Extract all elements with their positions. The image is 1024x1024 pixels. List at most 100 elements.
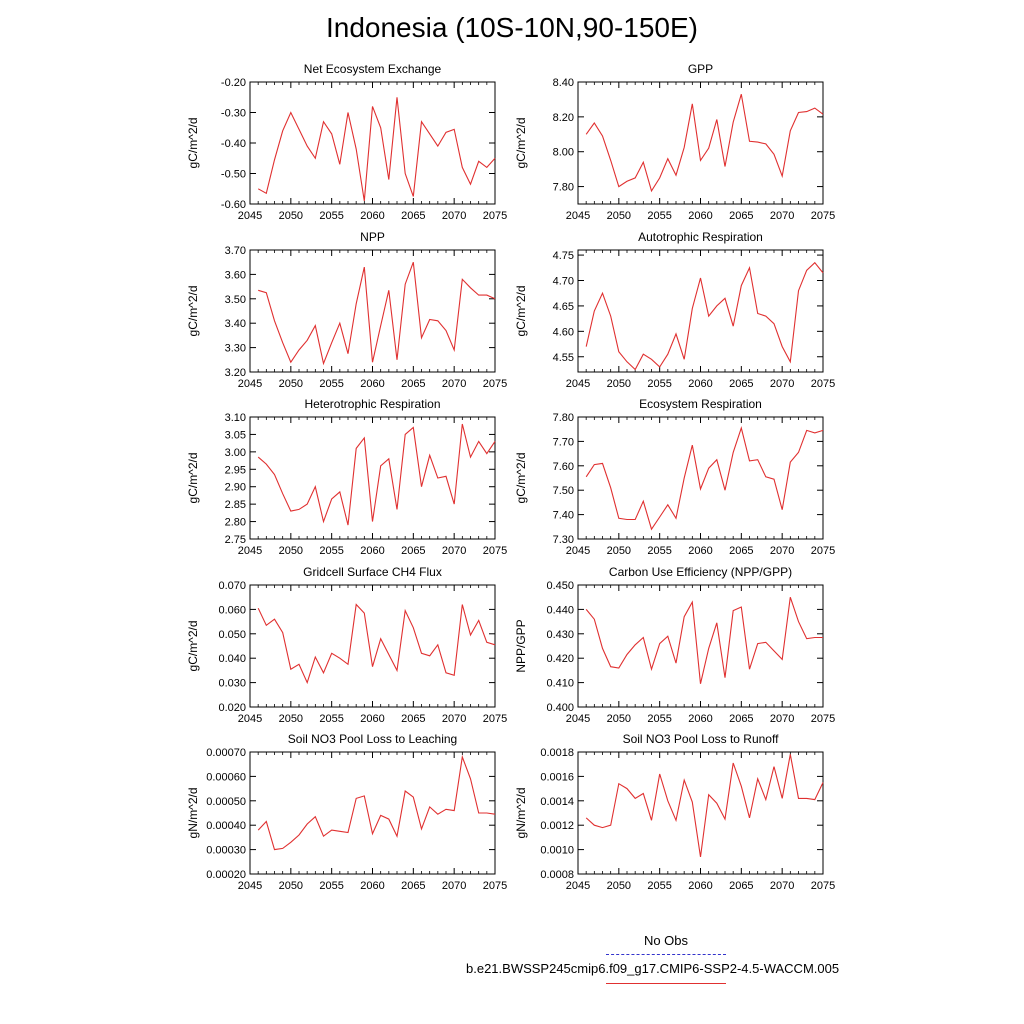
panel-4-xtick-label: 2055 bbox=[647, 378, 671, 390]
panel-9-ylabel: gN/m^2/d bbox=[186, 788, 200, 839]
panel-4-series-line bbox=[585, 261, 824, 371]
panel-5-series-line bbox=[257, 423, 496, 526]
panel-2-ytick-label: 8.20 bbox=[553, 112, 574, 124]
panel-2-title: GPP bbox=[688, 62, 713, 76]
panel-10-ylabel: gN/m^2/d bbox=[514, 788, 528, 839]
panel-6-ytick-label: 7.40 bbox=[553, 510, 574, 522]
panel-6-xtick-label: 2075 bbox=[811, 545, 835, 557]
panel-7-ylabel: gC/m^2/d bbox=[186, 621, 200, 672]
panel-9-ytick-label: 0.00060 bbox=[206, 771, 246, 783]
panel-9-title: Soil NO3 Pool Loss to Leaching bbox=[288, 732, 457, 746]
panel-5-ytick-label: 3.00 bbox=[225, 447, 246, 459]
panel-10-xtick-label: 2055 bbox=[647, 880, 671, 892]
panel-7-ytick-label: 0.040 bbox=[218, 653, 246, 665]
panel-4-ytick-label: 4.55 bbox=[553, 352, 574, 364]
panel-1-title: Net Ecosystem Exchange bbox=[304, 62, 442, 76]
panel-7-ytick-label: 0.020 bbox=[218, 702, 246, 714]
panel-3-xtick-label: 2045 bbox=[238, 378, 262, 390]
panel-4-ytick-label: 4.60 bbox=[553, 326, 574, 338]
panel-8-xtick-label: 2045 bbox=[566, 713, 590, 725]
panel-1-xtick-label: 2055 bbox=[319, 210, 343, 222]
panel-5-ylabel: gC/m^2/d bbox=[186, 453, 200, 504]
panel-9-xtick-label: 2065 bbox=[401, 880, 425, 892]
panel-6-ytick-label: 7.70 bbox=[553, 436, 574, 448]
panel-1-xtick-label: 2060 bbox=[360, 210, 384, 222]
panel-3-xtick-label: 2050 bbox=[279, 378, 303, 390]
panel-2-ytick-label: 8.00 bbox=[553, 147, 574, 159]
panel-2-xtick-label: 2050 bbox=[607, 210, 631, 222]
panel-9-ytick-label: 0.00020 bbox=[206, 869, 246, 881]
panel-10-xtick-label: 2075 bbox=[811, 880, 835, 892]
panel-8-frame bbox=[577, 584, 824, 708]
panel-6-xtick-label: 2065 bbox=[729, 545, 753, 557]
panel-6-series-line bbox=[585, 426, 824, 531]
panel-5-ytick-label: 3.10 bbox=[225, 412, 246, 424]
panel-10-xtick-label: 2045 bbox=[566, 880, 590, 892]
panel-7-title: Gridcell Surface CH4 Flux bbox=[303, 565, 442, 579]
panel-7-frame bbox=[249, 584, 496, 708]
panel-8-xtick-label: 2055 bbox=[647, 713, 671, 725]
panel-6-xtick-label: 2070 bbox=[770, 545, 794, 557]
panel-5-ytick-label: 2.80 bbox=[225, 517, 246, 529]
panel-3-series-line bbox=[258, 262, 496, 366]
panel-9-ytick-label: 0.00040 bbox=[206, 820, 246, 832]
panel-9-xtick-label: 2070 bbox=[442, 880, 466, 892]
panel-3-ytick-label: 3.20 bbox=[225, 367, 246, 379]
panel-1-series-line bbox=[257, 97, 496, 201]
panel-6-xtick-label: 2050 bbox=[607, 545, 631, 557]
panel-4-title: Autotrophic Respiration bbox=[638, 230, 763, 244]
panel-6-title: Ecosystem Respiration bbox=[639, 397, 762, 411]
panel-7-ytick-label: 0.060 bbox=[218, 604, 246, 616]
panel-2-ytick-label: 7.80 bbox=[553, 182, 574, 194]
panel-9-ytick-label: 0.00070 bbox=[206, 747, 246, 759]
panel-6-ytick-label: 7.50 bbox=[553, 485, 574, 497]
panel-5-xtick-label: 2050 bbox=[279, 545, 303, 557]
panel-10-xtick-label: 2065 bbox=[729, 880, 753, 892]
panel-7-ytick-label: 0.050 bbox=[218, 629, 246, 641]
panel-10-xtick-label: 2050 bbox=[607, 880, 631, 892]
panel-8-ytick-label: 0.420 bbox=[546, 653, 574, 665]
panel-4-xtick-label: 2060 bbox=[688, 378, 712, 390]
panel-3-xtick-label: 2060 bbox=[360, 378, 384, 390]
panel-3-ytick-label: 3.40 bbox=[225, 318, 246, 330]
panel-6-frame bbox=[577, 416, 824, 540]
panel-8-xtick-label: 2050 bbox=[607, 713, 631, 725]
panel-1-xtick-label: 2075 bbox=[483, 210, 507, 222]
panel-2-xtick-label: 2045 bbox=[566, 210, 590, 222]
panel-4-xtick-label: 2045 bbox=[566, 378, 590, 390]
panel-6-ytick-label: 7.80 bbox=[553, 412, 574, 424]
panel-8-title: Carbon Use Efficiency (NPP/GPP) bbox=[609, 565, 792, 579]
panel-5-ytick-label: 2.90 bbox=[225, 482, 246, 494]
panel-7-xtick-label: 2070 bbox=[442, 713, 466, 725]
panel-8-xtick-label: 2070 bbox=[770, 713, 794, 725]
panel-5-xtick-label: 2060 bbox=[360, 545, 384, 557]
panel-9-xtick-label: 2075 bbox=[483, 880, 507, 892]
panel-2-xtick-label: 2065 bbox=[729, 210, 753, 222]
panel-10-ytick-label: 0.0012 bbox=[540, 820, 574, 832]
panel-6-xtick-label: 2055 bbox=[647, 545, 671, 557]
panel-1-xtick-label: 2045 bbox=[238, 210, 262, 222]
panel-1-frame bbox=[249, 81, 496, 205]
panel-7-xtick-label: 2075 bbox=[483, 713, 507, 725]
panel-3-ytick-label: 3.50 bbox=[225, 294, 246, 306]
panel-2-xtick-label: 2075 bbox=[811, 210, 835, 222]
panel-10-ytick-label: 0.0010 bbox=[540, 845, 574, 857]
panel-2-frame bbox=[577, 81, 824, 205]
panel-1-ytick-label: -0.60 bbox=[221, 199, 246, 211]
panel-1-xtick-label: 2070 bbox=[442, 210, 466, 222]
panel-5-title: Heterotrophic Respiration bbox=[304, 397, 440, 411]
panel-5-ytick-label: 2.95 bbox=[225, 464, 246, 476]
panel-4-ytick-label: 4.70 bbox=[553, 276, 574, 288]
panel-2-xtick-label: 2055 bbox=[647, 210, 671, 222]
panel-9-xtick-label: 2045 bbox=[238, 880, 262, 892]
panel-2-xtick-label: 2070 bbox=[770, 210, 794, 222]
panel-2-series-line bbox=[585, 94, 824, 193]
panel-3-ytick-label: 3.70 bbox=[225, 245, 246, 257]
panel-6-ytick-label: 7.30 bbox=[553, 534, 574, 546]
panel-1-ytick-label: -0.20 bbox=[221, 77, 246, 89]
panel-1-xtick-label: 2065 bbox=[401, 210, 425, 222]
panel-9-xtick-label: 2055 bbox=[319, 880, 343, 892]
panel-9-ytick-label: 0.00030 bbox=[206, 845, 246, 857]
panel-8-ytick-label: 0.410 bbox=[546, 678, 574, 690]
panel-3-xtick-label: 2070 bbox=[442, 378, 466, 390]
